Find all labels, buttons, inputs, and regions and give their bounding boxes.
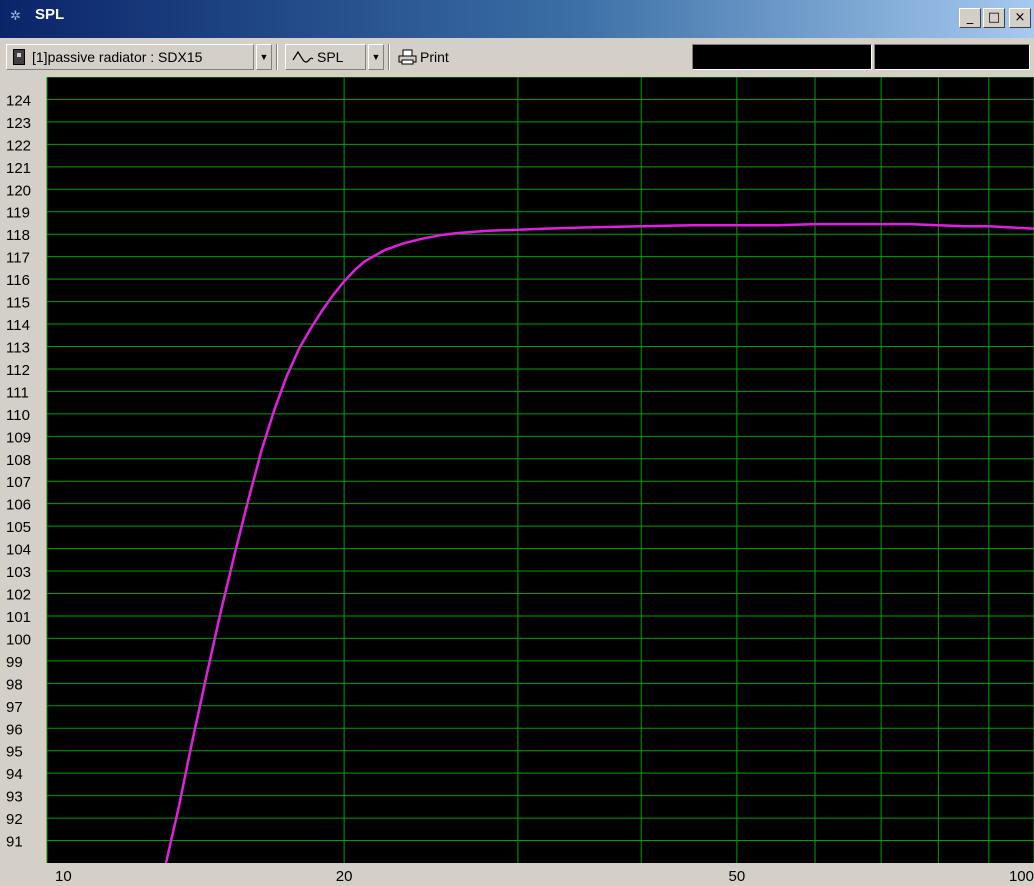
y-tick-label: 120 (6, 182, 31, 199)
graph-selector-label: SPL (317, 49, 344, 65)
waveform-icon (292, 50, 314, 63)
plot-area (47, 77, 1034, 863)
y-tick-label: 96 (6, 721, 23, 738)
project-dropdown-button[interactable]: ▼ (256, 44, 272, 70)
y-tick-label: 102 (6, 587, 31, 604)
y-tick-label: 105 (6, 519, 31, 536)
print-label: Print (420, 49, 449, 65)
y-tick-label: 124 (6, 92, 31, 109)
print-button[interactable]: Print (398, 44, 468, 70)
y-tick-label: 118 (6, 227, 30, 244)
title-bar[interactable]: ✲ SPL _ □ × (0, 0, 1034, 38)
y-tick-label: 115 (6, 295, 30, 312)
chevron-down-icon: ▼ (259, 52, 269, 62)
y-tick-label: 98 (6, 676, 23, 693)
toolbar-separator (276, 44, 278, 70)
y-tick-label: 103 (6, 564, 31, 581)
window-title: SPL (35, 6, 65, 23)
y-tick-label: 113 (6, 339, 30, 356)
x-tick-label: 20 (336, 868, 353, 885)
y-tick-label: 119 (6, 205, 30, 222)
graph-selector[interactable]: SPL (285, 44, 366, 70)
status-panel-right (874, 44, 1030, 70)
spl-curve (164, 222, 1034, 864)
y-tick-label: 110 (6, 407, 30, 424)
y-tick-label: 112 (6, 362, 30, 379)
y-tick-label: 106 (6, 497, 31, 514)
y-tick-label: 114 (6, 317, 30, 334)
speaker-icon (13, 49, 25, 65)
y-tick-label: 99 (6, 654, 23, 671)
project-selector-label: [1]passive radiator : SDX15 (32, 49, 203, 65)
x-tick-label: 50 (729, 868, 746, 885)
y-tick-label: 95 (6, 744, 23, 761)
minimize-button[interactable]: _ (959, 8, 981, 28)
maximize-button[interactable]: □ (983, 8, 1005, 28)
y-tick-label: 91 (6, 834, 23, 851)
toolbar-separator (388, 44, 390, 70)
app-icon[interactable]: ✲ (10, 8, 21, 23)
y-tick-label: 108 (6, 452, 31, 469)
y-tick-label: 94 (6, 766, 23, 783)
toolbar: [1]passive radiator : SDX15 ▼ SPL ▼ Prin… (0, 38, 1034, 76)
chevron-down-icon: ▼ (371, 52, 381, 62)
x-tick-label: 100 (1009, 868, 1034, 885)
close-button[interactable]: × (1009, 8, 1031, 28)
x-tick-label: 10 (55, 868, 72, 885)
y-tick-label: 101 (6, 609, 31, 626)
y-tick-label: 104 (6, 542, 31, 559)
project-selector[interactable]: [1]passive radiator : SDX15 (6, 44, 254, 70)
y-tick-label: 109 (6, 429, 31, 446)
y-tick-label: 117 (6, 250, 30, 267)
status-panel-left (692, 44, 872, 70)
y-tick-label: 100 (6, 631, 31, 648)
y-tick-label: 92 (6, 811, 23, 828)
y-tick-label: 122 (6, 137, 31, 154)
y-tick-label: 123 (6, 115, 31, 132)
y-tick-label: 121 (6, 160, 31, 177)
printer-icon (398, 49, 417, 65)
y-tick-label: 116 (6, 272, 30, 289)
graph-dropdown-button[interactable]: ▼ (368, 44, 384, 70)
y-tick-label: 97 (6, 699, 23, 716)
y-tick-label: 111 (6, 384, 29, 401)
y-tick-label: 93 (6, 789, 23, 806)
y-tick-label: 107 (6, 474, 31, 491)
spl-chart[interactable]: 124 123 122 121 120 119 118 117 116 115 114 113 112 1… (0, 77, 1034, 886)
